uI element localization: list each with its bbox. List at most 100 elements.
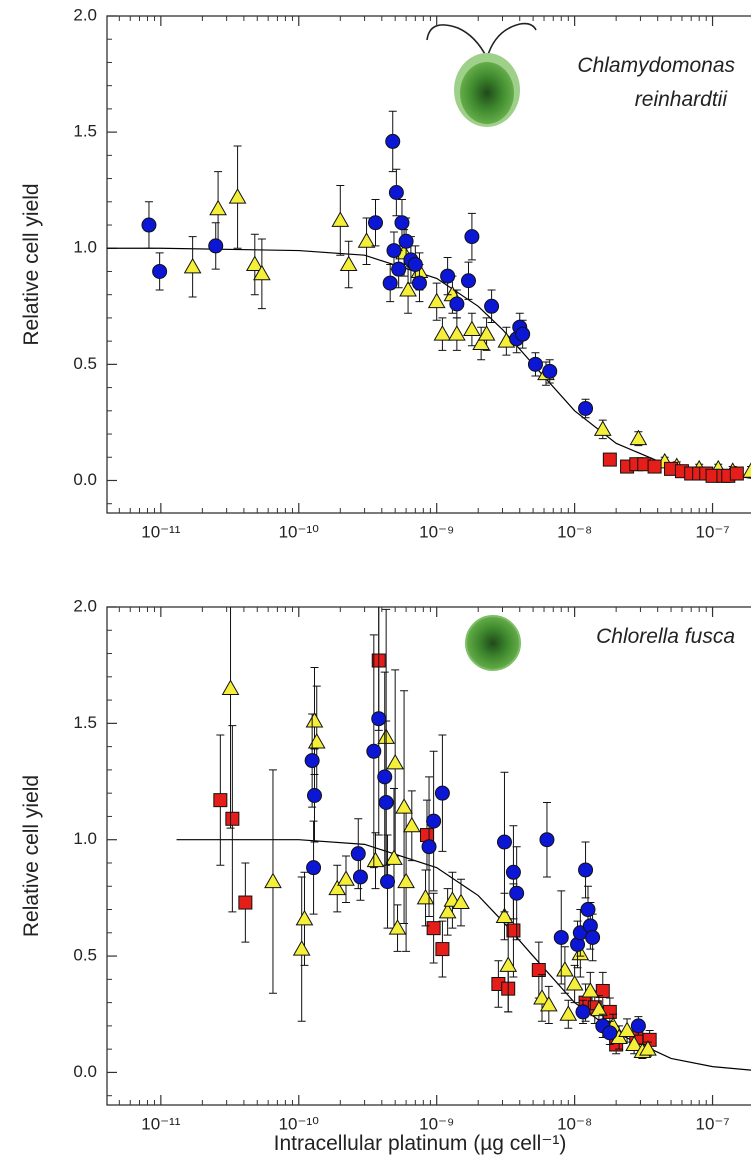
- point: [407, 257, 423, 272]
- point: [377, 769, 393, 785]
- point: [505, 864, 521, 880]
- point: [228, 188, 247, 204]
- fit-curve: [107, 247, 751, 479]
- point: [630, 1018, 646, 1034]
- x-tick-label: 10⁻¹⁰: [279, 1114, 320, 1133]
- point: [306, 787, 322, 803]
- point: [411, 275, 427, 291]
- point: [509, 885, 525, 901]
- point: [385, 133, 401, 149]
- point: [339, 255, 358, 271]
- point: [639, 1040, 657, 1056]
- point: [399, 281, 417, 297]
- point: [388, 919, 407, 935]
- point: [426, 813, 442, 829]
- point: [208, 238, 224, 254]
- point: [542, 363, 558, 379]
- point: [253, 264, 271, 281]
- y-axis-label: Relative cell yield: [20, 775, 43, 937]
- point: [472, 334, 491, 350]
- y-tick-label: 1.0: [73, 829, 97, 848]
- point: [602, 452, 617, 467]
- point: [590, 1000, 608, 1017]
- x-tick-label: 10⁻⁷: [696, 522, 730, 541]
- point: [742, 462, 751, 478]
- point: [295, 909, 314, 926]
- point: [398, 233, 414, 249]
- point: [495, 907, 514, 924]
- point: [386, 243, 402, 259]
- point: [225, 811, 240, 826]
- point: [595, 983, 610, 998]
- point: [581, 981, 600, 998]
- point: [382, 275, 398, 291]
- y-tick-label: 0.5: [73, 946, 97, 965]
- point: [421, 839, 437, 855]
- point: [464, 229, 480, 245]
- point: [416, 888, 435, 905]
- point: [307, 732, 326, 749]
- point: [352, 869, 368, 885]
- point: [484, 298, 500, 314]
- point: [496, 834, 512, 850]
- point: [578, 862, 594, 878]
- point: [559, 1005, 578, 1021]
- point: [533, 988, 551, 1005]
- point: [402, 816, 421, 833]
- point: [575, 1004, 591, 1020]
- point: [565, 974, 584, 991]
- plot-area: [107, 110, 751, 483]
- annotation: Chlamydomonas: [577, 54, 735, 77]
- point: [647, 459, 662, 474]
- point: [435, 942, 450, 957]
- point: [337, 870, 355, 886]
- panel: 0.0 0.5 1.0 1.5 2.0 10⁻¹¹ 10⁻¹⁰ 10⁻⁹ 10⁻⁸ 10⁻⁷ Rel…: [20, 5, 751, 541]
- point: [578, 400, 594, 416]
- point: [209, 199, 227, 216]
- point: [292, 940, 311, 956]
- annotation: Chlorella fusca: [596, 625, 735, 648]
- point: [580, 902, 596, 918]
- chlamydomonas-icon: [426, 22, 537, 127]
- y-tick-label: 0.0: [73, 470, 97, 489]
- x-tick-label: 10⁻⁹: [419, 522, 454, 541]
- point: [477, 325, 496, 341]
- point: [245, 255, 264, 271]
- point: [305, 712, 324, 728]
- point: [506, 923, 521, 938]
- point: [515, 326, 531, 342]
- point: [426, 921, 441, 936]
- point: [440, 268, 456, 284]
- point: [366, 851, 385, 868]
- point: [527, 356, 543, 372]
- y-axis-label: Relative cell yield: [20, 183, 43, 345]
- point: [460, 273, 476, 289]
- x-tick-label: 10⁻¹⁰: [279, 522, 320, 541]
- point: [371, 711, 387, 727]
- point: [357, 232, 376, 248]
- point: [306, 860, 322, 876]
- point: [391, 261, 407, 277]
- fit-curve: [176, 839, 751, 1071]
- plot-area: [176, 607, 751, 1071]
- point: [395, 798, 413, 814]
- y-tick-label: 2.0: [73, 5, 97, 24]
- point: [452, 893, 470, 910]
- point: [433, 325, 452, 341]
- point: [328, 879, 347, 896]
- point: [304, 753, 320, 769]
- point: [602, 1025, 618, 1041]
- point: [394, 215, 410, 231]
- x-tick-label: 10⁻⁸: [557, 1114, 592, 1133]
- point: [366, 743, 382, 759]
- point: [213, 793, 228, 808]
- point: [499, 956, 518, 972]
- point: [221, 679, 240, 695]
- point: [463, 320, 481, 337]
- point: [350, 846, 366, 862]
- point: [553, 929, 569, 945]
- point: [427, 292, 446, 309]
- point: [152, 263, 168, 279]
- point: [388, 185, 404, 201]
- y-tick-label: 1.5: [73, 713, 97, 732]
